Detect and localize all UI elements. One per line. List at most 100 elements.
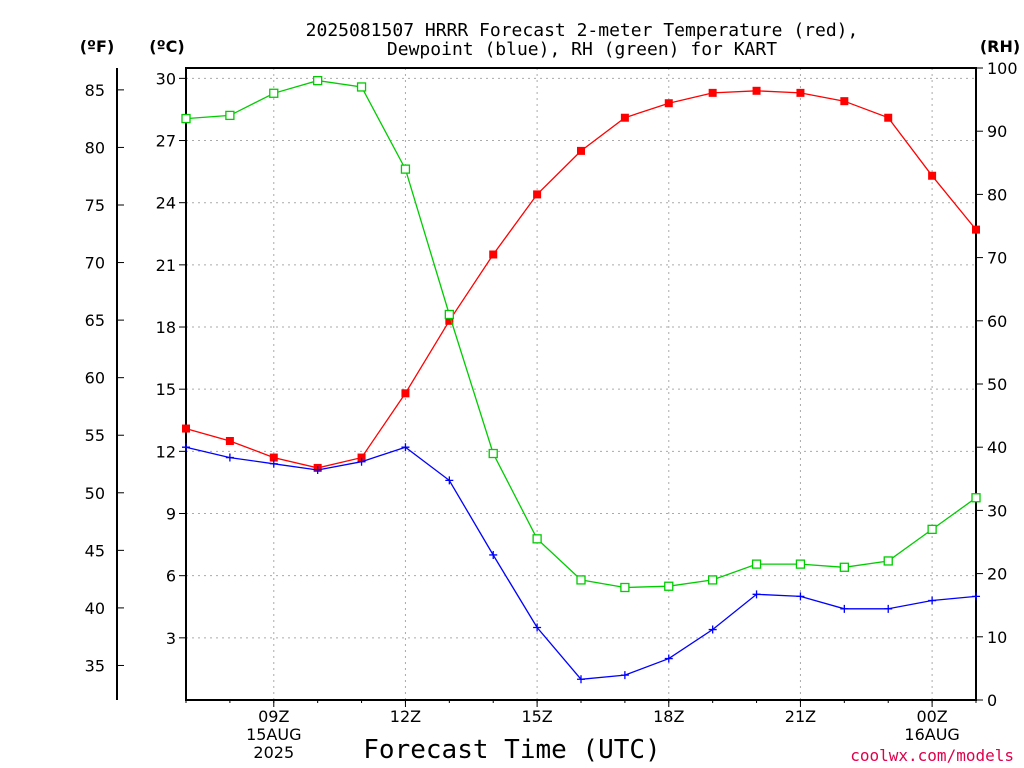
temperature-point <box>577 146 585 155</box>
fahrenheit-tick-label: 70 <box>85 254 105 273</box>
fahrenheit-tick-label: 55 <box>85 426 105 445</box>
temperature-point <box>752 86 761 95</box>
rh-tick-label: 0 <box>987 691 997 710</box>
temperature-point <box>708 88 717 97</box>
time-tick-label: 12Z <box>390 707 421 726</box>
rh-point <box>532 534 542 544</box>
rh-point <box>751 559 762 569</box>
rh-point <box>883 556 893 566</box>
celsius-tick-label: 3 <box>166 629 176 648</box>
chart-title: 2025081507 HRRR Forecast 2-meter Tempera… <box>306 20 859 60</box>
temperature-point <box>182 424 190 433</box>
rh-point <box>795 559 806 569</box>
rh-point <box>356 82 367 92</box>
dewpoint-point <box>533 623 542 632</box>
temperature-point <box>972 225 980 234</box>
dewpoint-point <box>357 457 366 466</box>
celsius-unit-label: (ºC) <box>149 37 184 56</box>
rh-tick-label: 100 <box>987 59 1018 78</box>
fahrenheit-tick-label: 50 <box>85 484 105 503</box>
fahrenheit-tick-label: 60 <box>85 369 105 388</box>
temperature-point <box>884 113 893 122</box>
celsius-tick-label: 27 <box>156 132 176 151</box>
gridlines <box>186 68 976 700</box>
rh-point <box>313 75 323 86</box>
celsius-tick-label: 9 <box>166 505 176 524</box>
rh-point <box>225 110 235 121</box>
rh-point <box>576 575 586 585</box>
rh-tick-label: 60 <box>987 312 1007 331</box>
dewpoint-point <box>489 550 498 559</box>
dewpoint-point <box>269 459 278 468</box>
rh-point <box>664 581 674 591</box>
celsius-tick-label: 12 <box>156 442 176 461</box>
temperature-point <box>357 453 366 462</box>
dewpoint-point <box>708 625 717 634</box>
temperature-point <box>928 171 937 180</box>
temperature-point <box>664 99 673 108</box>
temperature-point <box>489 250 498 259</box>
time-tick-label: 15Z <box>521 707 552 726</box>
fahrenheit-tick-label: 75 <box>85 196 105 215</box>
rh-tick-label: 70 <box>987 249 1007 268</box>
dewpoint-point <box>401 443 410 452</box>
rh-tick-label: 40 <box>987 438 1007 457</box>
fahrenheit-tick-label: 35 <box>85 656 105 675</box>
dewpoint-series <box>182 443 980 684</box>
temperature-point <box>225 436 234 445</box>
celsius-tick-label: 30 <box>156 69 176 88</box>
rh-unit-label: (RH) <box>980 37 1020 56</box>
rh-point <box>971 493 981 503</box>
series-lines <box>181 75 981 684</box>
celsius-tick-label: 21 <box>156 256 176 275</box>
dewpoint-point <box>313 465 322 474</box>
rh-line <box>185 79 977 589</box>
y-axis-ticks: 3 6 9 12 15 18 21 24 27 30 35 40 45 50 55 60 65 70 75 80 85 0… <box>85 59 1018 710</box>
celsius-tick-label: 6 <box>166 567 176 586</box>
fahrenheit-tick-label: 80 <box>85 138 105 157</box>
watermark: coolwx.com/models <box>850 746 1014 765</box>
temperature-point <box>620 113 629 122</box>
fahrenheit-tick-label: 40 <box>85 599 105 618</box>
rh-point <box>400 164 411 174</box>
x-axis-title: Forecast Time (UTC) <box>363 735 660 765</box>
rh-tick-label: 30 <box>987 501 1007 520</box>
dewpoint-point <box>796 592 805 601</box>
rh-point <box>444 309 454 320</box>
rh-point <box>269 88 279 98</box>
temperature-point <box>796 88 805 97</box>
rh-point <box>620 582 630 593</box>
dewpoint-point <box>840 604 849 613</box>
time-tick-label: 2025 <box>253 743 294 762</box>
time-tick-label: 21Z <box>785 707 816 726</box>
dewpoint-point <box>928 596 937 605</box>
rh-point <box>708 575 718 585</box>
dewpoint-point <box>752 590 761 599</box>
dewpoint-line <box>185 446 977 680</box>
temperature-point <box>840 97 849 106</box>
time-tick-label: 00Z <box>916 707 947 726</box>
temperature-point <box>445 316 454 325</box>
time-tick-label: 15AUG <box>246 725 301 744</box>
dewpoint-point <box>182 443 190 452</box>
time-tick-label: 09Z <box>258 707 289 726</box>
rh-tick-label: 90 <box>987 122 1007 141</box>
rh-tick-label: 20 <box>987 565 1007 584</box>
dewpoint-point <box>664 654 673 663</box>
celsius-tick-label: 18 <box>156 318 176 337</box>
dewpoint-point <box>225 453 234 462</box>
fahrenheit-tick-label: 85 <box>85 81 105 100</box>
dewpoint-point <box>884 604 893 613</box>
temperature-series <box>182 86 980 472</box>
rh-point <box>181 113 191 124</box>
chart-title-line-1: 2025081507 HRRR Forecast 2-meter Tempera… <box>306 20 859 41</box>
rh-series <box>181 75 981 593</box>
time-tick-label: 16AUG <box>904 725 959 744</box>
dewpoint-point <box>620 671 629 680</box>
dewpoint-point <box>445 476 454 485</box>
chart-title-line-2: Dewpoint (blue), RH (green) for KART <box>387 39 777 60</box>
temperature-point <box>401 389 410 398</box>
rh-point <box>839 562 849 572</box>
